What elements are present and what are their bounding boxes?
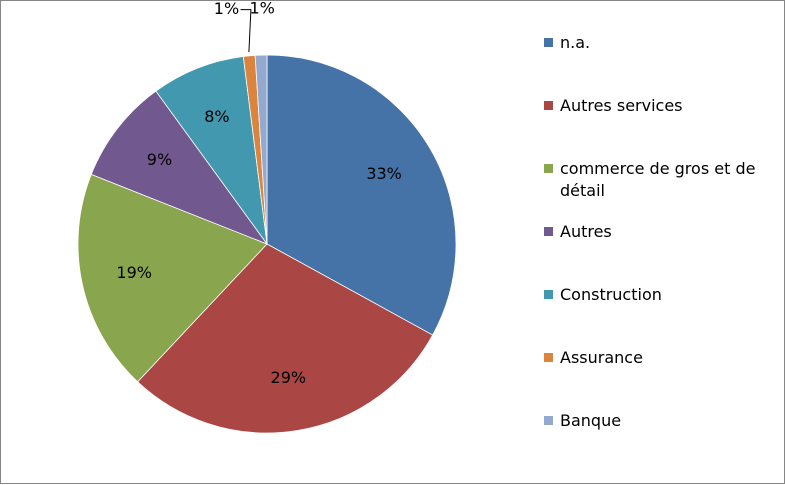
data-label-autres: 9%: [147, 150, 172, 169]
data-label-banque: 1%: [250, 1, 275, 17]
slice-autres: [90, 90, 269, 245]
leader-line-assurance: [240, 9, 252, 53]
legend-label-commerce-de-gros-et-de-detail: commerce de gros et de détail: [560, 159, 755, 200]
legend-label-n-a: n.a.: [560, 33, 590, 52]
legend-swatch-construction: [544, 290, 553, 299]
legend-swatch-commerce-de-gros-et-de-detail: [544, 164, 553, 173]
legend-swatch-autres-services: [544, 101, 553, 110]
legend-swatch-n-a: [544, 38, 553, 47]
legend-label-construction: Construction: [560, 285, 662, 304]
pie-labels: 33% 29% 19% 9% 8% 1% 1%: [116, 1, 401, 387]
pie-slices: [77, 54, 457, 434]
slice-construction: [155, 56, 268, 245]
legend-swatch-banque: [544, 416, 553, 425]
data-label-assurance: 1%: [214, 1, 239, 18]
legend-label-banque: Banque: [560, 411, 621, 430]
legend-label-assurance: Assurance: [560, 348, 643, 367]
data-label-construction: 8%: [204, 107, 229, 126]
legend-label-autres: Autres: [560, 222, 612, 241]
data-label-autres-services: 29%: [271, 368, 307, 387]
slice-n-a: [266, 54, 457, 336]
legend-swatch-assurance: [544, 353, 553, 362]
data-label-n-a: 33%: [366, 164, 402, 183]
legend-swatch-autres: [544, 227, 553, 236]
slice-commerce-de-gros-et-de-detail: [77, 173, 268, 383]
slice-autres-services: [137, 243, 434, 434]
slice-banque: [254, 54, 268, 245]
data-label-commerce-de-gros-et-de-detail: 19%: [116, 263, 152, 282]
legend: n.a. Autres services commerce de gros et d…: [544, 33, 755, 430]
legend-label-autres-services: Autres services: [560, 96, 683, 115]
